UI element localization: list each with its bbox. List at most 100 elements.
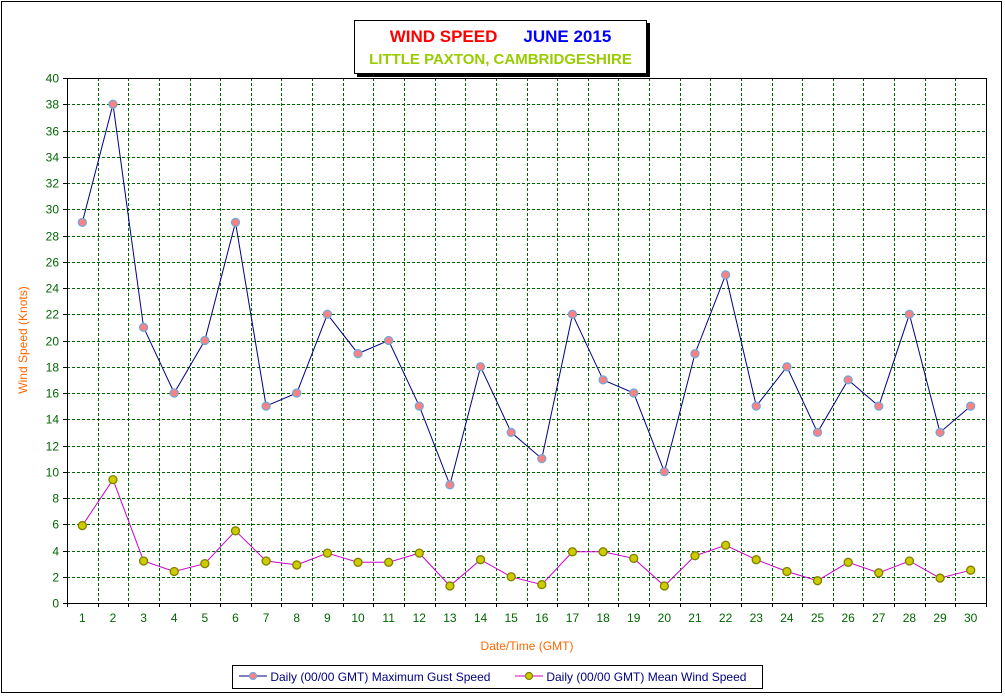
y-tick-label: 28 [46, 230, 60, 244]
data-point-mean [904, 556, 915, 566]
series [77, 99, 976, 591]
data-point-gust [353, 348, 363, 359]
data-point-gust [629, 388, 639, 398]
gridlines [67, 78, 986, 603]
title-box: WIND SPEED JUNE 2015 LITTLE PAXTON, CAMBR… [354, 20, 647, 74]
x-tick-label: 5 [202, 611, 209, 625]
data-point-gust [230, 217, 241, 228]
data-point-mean [353, 557, 363, 567]
legend-item-gust: Daily (00/00 GMT) Maximum Gust Speed [239, 670, 490, 684]
data-point-gust [445, 480, 455, 490]
data-point-mean [629, 553, 639, 564]
data-point-gust [506, 427, 516, 438]
data-point-mean [138, 556, 149, 566]
data-point-mean [261, 556, 271, 566]
y-tick-label: 16 [46, 387, 60, 401]
data-point-gust [475, 362, 486, 372]
data-point-gust [567, 309, 578, 319]
data-point-gust [169, 388, 179, 398]
data-point-mean [414, 548, 424, 558]
data-point-mean [874, 568, 884, 578]
title-month: JUNE 2015 [523, 27, 612, 46]
data-point-gust [904, 309, 915, 319]
x-tick-label: 11 [382, 611, 395, 625]
y-tick-label: 36 [46, 125, 60, 139]
y-tick-label: 12 [46, 440, 60, 454]
data-point-mean [812, 576, 823, 586]
data-point-mean [782, 566, 792, 577]
data-point-gust [782, 362, 792, 372]
data-point-mean [567, 547, 578, 557]
x-axis-title: Date/Time (GMT) [481, 639, 574, 653]
y-tick-label: 26 [46, 256, 60, 270]
x-tick-label: 2 [110, 611, 117, 625]
legend-marker-gust [239, 671, 267, 681]
y-tick-label: 20 [46, 335, 60, 349]
data-point-mean [230, 526, 241, 536]
legend-item-mean: Daily (00/00 GMT) Mean Wind Speed [515, 670, 746, 684]
chart-title: WIND SPEED JUNE 2015 [355, 27, 646, 47]
axes [63, 78, 987, 607]
x-tick-label: 24 [780, 611, 794, 625]
legend-marker-mean [515, 671, 543, 681]
data-point-mean [659, 581, 669, 591]
x-tick-label: 27 [872, 611, 886, 625]
legend: Daily (00/00 GMT) Maximum Gust Speed Dai… [232, 665, 763, 689]
x-tick-label: 16 [535, 611, 549, 625]
y-tick-label: 38 [46, 98, 60, 112]
data-point-gust [200, 335, 210, 346]
y-axis-title: Wind Speed (Knots) [16, 286, 30, 393]
y-tick-label: 30 [46, 203, 60, 217]
data-point-gust [690, 348, 700, 359]
x-tick-label: 14 [474, 611, 488, 625]
y-tick-label: 32 [46, 177, 60, 191]
data-point-gust [261, 401, 271, 411]
data-point-gust [598, 375, 608, 385]
y-tick-label: 18 [46, 361, 60, 375]
legend-label-gust: Daily (00/00 GMT) Maximum Gust Speed [270, 670, 491, 684]
data-point-mean [690, 551, 700, 561]
x-tick-label: 7 [263, 611, 270, 625]
y-tick-label: 2 [52, 571, 59, 585]
data-point-mean [445, 581, 455, 591]
x-tick-label: 15 [505, 611, 519, 625]
data-point-mean [108, 474, 118, 485]
data-point-mean [383, 557, 394, 567]
data-point-gust [935, 427, 945, 438]
data-point-mean [720, 540, 731, 550]
y-tick-label: 0 [52, 597, 59, 611]
x-tick-label: 30 [964, 611, 978, 625]
data-point-mean [843, 557, 853, 567]
data-point-gust [659, 467, 669, 477]
x-tick-label: 4 [171, 611, 178, 625]
data-point-gust [751, 401, 761, 411]
y-tick-label: 24 [46, 282, 60, 296]
x-tick-label: 6 [232, 611, 239, 625]
data-point-mean [169, 566, 179, 577]
x-tick-label: 25 [811, 611, 825, 625]
y-tick-label: 14 [46, 413, 60, 427]
x-tick-label: 9 [324, 611, 331, 625]
x-tick-label: 1 [79, 611, 86, 625]
series-line-mean [81, 478, 971, 587]
x-tick-label: 26 [841, 611, 855, 625]
data-point-gust [414, 401, 424, 411]
data-point-mean [598, 547, 608, 557]
data-point-gust [77, 217, 87, 228]
y-tick-label: 22 [46, 308, 60, 322]
data-point-mean [322, 548, 333, 558]
data-point-gust [108, 99, 118, 109]
chart-subtitle: LITTLE PAXTON, CAMBRIDGESHIRE [369, 51, 632, 68]
series-line-gust [81, 104, 972, 487]
data-point-gust [383, 335, 394, 346]
data-point-mean [200, 558, 210, 569]
x-tick-label: 29 [933, 611, 947, 625]
data-point-gust [138, 322, 149, 333]
data-point-gust [537, 453, 547, 464]
y-tick-label: 4 [52, 545, 59, 559]
x-tick-label: 18 [596, 611, 610, 625]
data-point-mean [935, 573, 945, 583]
x-tick-label: 23 [750, 611, 764, 625]
